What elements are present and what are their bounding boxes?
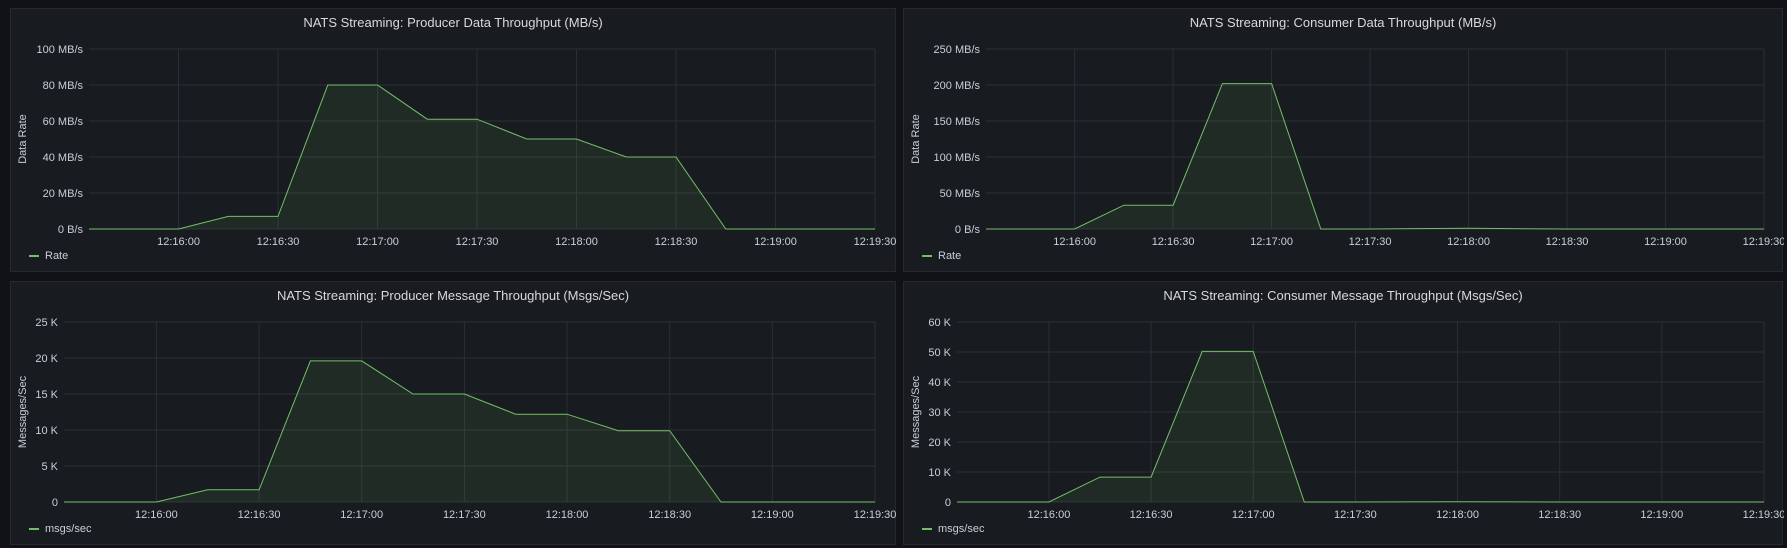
y-axis-label: Data Rate — [17, 114, 29, 164]
series-line — [89, 84, 875, 230]
y-tick-label: 250 MB/s — [934, 44, 981, 56]
x-tick-label: 12:17:30 — [456, 236, 499, 248]
x-tick-label: 12:18:30 — [648, 509, 691, 521]
x-tick-label: 12:16:00 — [157, 236, 200, 248]
y-tick-label: 80 MB/s — [43, 80, 84, 92]
panel-consumer-messages[interactable]: NATS Streaming: Consumer Message Through… — [903, 281, 1784, 545]
y-tick-label: 20 K — [928, 437, 951, 449]
panel-producer-messages[interactable]: NATS Streaming: Producer Message Through… — [10, 281, 896, 545]
x-tick-label: 12:18:00 — [546, 509, 589, 521]
x-tick-label: 12:16:30 — [238, 509, 281, 521]
x-tick-label: 12:17:30 — [1349, 236, 1392, 248]
panel-title[interactable]: NATS Streaming: Consumer Data Throughput… — [1189, 15, 1497, 30]
legend[interactable]: Rate — [922, 250, 961, 262]
y-tick-label: 20 K — [35, 353, 58, 365]
x-tick-label: 12:16:00 — [1028, 509, 1071, 521]
y-axis-label: Messages/Sec — [910, 375, 922, 448]
y-tick-label: 60 MB/s — [43, 116, 84, 128]
x-tick-label: 12:17:00 — [356, 236, 399, 248]
x-tick-label: 12:16:00 — [1053, 236, 1096, 248]
x-tick-label: 12:17:00 — [1232, 509, 1275, 521]
legend[interactable]: msgs/sec — [29, 523, 91, 535]
y-tick-label: 5 K — [41, 461, 58, 473]
x-tick-label: 12:18:30 — [1546, 236, 1589, 248]
legend[interactable]: Rate — [29, 250, 68, 262]
chart-producer-messages: 0 5 K 10 K 15 K 20 K 25 K 12:16:00 12:16:30 12:1… — [17, 317, 897, 521]
x-tick-label: 12:18:00 — [1447, 236, 1490, 248]
legend-swatch — [922, 255, 932, 257]
y-tick-label: 200 MB/s — [934, 80, 981, 92]
y-tick-label: 30 K — [928, 407, 951, 419]
y-tick-label: 10 K — [35, 425, 58, 437]
y-tick-label: 100 MB/s — [37, 44, 84, 56]
panel-title[interactable]: NATS Streaming: Producer Message Through… — [276, 288, 630, 303]
y-tick-label: 60 K — [928, 317, 951, 329]
y-tick-label: 100 MB/s — [934, 152, 981, 164]
x-tick-label: 12:16:30 — [1152, 236, 1195, 248]
y-tick-label: 15 K — [35, 389, 58, 401]
x-tick-label: 12:18:00 — [555, 236, 598, 248]
chart-consumer-messages: 0 10 K 20 K 30 K 40 K 50 K 60 K 12:16:00 12:16:3… — [910, 317, 1784, 521]
chart-consumer-data: 0 B/s 50 MB/s 100 MB/s 150 MB/s 200 MB/s 250 … — [910, 44, 1784, 248]
legend-swatch — [29, 255, 39, 257]
y-tick-label: 50 MB/s — [940, 188, 981, 200]
x-tick-label: 12:17:00 — [1250, 236, 1293, 248]
y-axis-label: Data Rate — [910, 114, 922, 164]
y-tick-label: 0 B/s — [955, 224, 981, 236]
series-area — [89, 85, 875, 229]
legend-label: msgs/sec — [938, 523, 985, 535]
panel-producer-data[interactable]: NATS Streaming: Producer Data Throughput… — [10, 8, 896, 272]
x-tick-label: 12:18:00 — [1436, 509, 1479, 521]
series-area — [957, 351, 1764, 502]
y-tick-label: 150 MB/s — [934, 116, 981, 128]
legend-label: msgs/sec — [45, 523, 92, 535]
x-tick-label: 12:19:00 — [1640, 509, 1683, 521]
series-area — [986, 83, 1764, 229]
x-tick-label: 12:19:30 — [1743, 509, 1784, 521]
y-tick-label: 0 — [945, 497, 951, 509]
series-line — [986, 83, 1764, 230]
legend-label: Rate — [45, 250, 69, 262]
chart-producer-data: 0 B/s 20 MB/s 40 MB/s 60 MB/s 80 MB/s 100 MB/… — [17, 44, 897, 248]
legend-label: Rate — [938, 250, 962, 262]
legend-swatch — [922, 528, 932, 530]
x-tick-label: 12:19:30 — [854, 236, 897, 248]
series-line — [957, 350, 1764, 503]
y-tick-label: 40 K — [928, 377, 951, 389]
legend-swatch — [29, 528, 39, 530]
x-tick-label: 12:16:30 — [257, 236, 300, 248]
series-area — [64, 360, 875, 502]
panel-consumer-data[interactable]: NATS Streaming: Consumer Data Throughput… — [903, 8, 1784, 272]
x-tick-label: 12:19:00 — [751, 509, 794, 521]
x-tick-label: 12:17:00 — [340, 509, 383, 521]
x-tick-label: 12:19:30 — [854, 509, 897, 521]
panel-title[interactable]: NATS Streaming: Producer Data Throughput… — [303, 15, 603, 30]
y-axis-label: Messages/Sec — [17, 375, 29, 448]
x-tick-label: 12:18:30 — [655, 236, 698, 248]
y-tick-label: 50 K — [928, 347, 951, 359]
x-tick-label: 12:17:30 — [443, 509, 486, 521]
x-tick-label: 12:19:30 — [1743, 236, 1784, 248]
x-tick-label: 12:19:00 — [754, 236, 797, 248]
panel-title[interactable]: NATS Streaming: Consumer Message Through… — [1163, 288, 1523, 303]
y-tick-label: 40 MB/s — [43, 152, 84, 164]
x-tick-label: 12:16:00 — [135, 509, 178, 521]
y-tick-label: 0 B/s — [58, 224, 84, 236]
x-tick-label: 12:16:30 — [1130, 509, 1173, 521]
y-tick-label: 10 K — [928, 467, 951, 479]
x-tick-label: 12:19:00 — [1644, 236, 1687, 248]
series-line — [64, 360, 875, 503]
x-tick-label: 12:17:30 — [1334, 509, 1377, 521]
x-tick-label: 12:18:30 — [1538, 509, 1581, 521]
y-tick-label: 20 MB/s — [43, 188, 84, 200]
legend[interactable]: msgs/sec — [922, 523, 984, 535]
y-tick-label: 0 — [52, 497, 58, 509]
y-tick-label: 25 K — [35, 317, 58, 329]
